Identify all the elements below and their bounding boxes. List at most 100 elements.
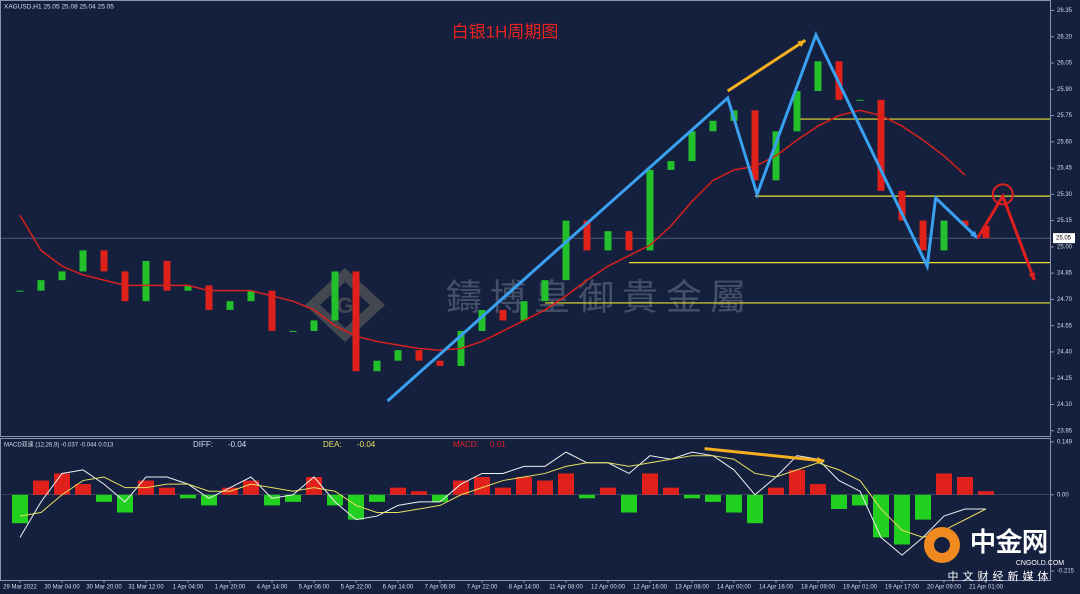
candle: [247, 290, 255, 302]
histogram-bar: [663, 487, 679, 495]
dea-value: -0.04: [357, 440, 376, 449]
diff-label: DIFF:: [193, 440, 213, 449]
arrow-head: [1028, 272, 1036, 281]
candle: [688, 131, 696, 162]
x-tick-label: 8 Apr 14:00: [509, 585, 540, 591]
candle: [541, 280, 549, 302]
candle: [646, 169, 654, 251]
diff-value: -0.04: [228, 440, 247, 449]
y-tick-label: 24.25: [1057, 376, 1073, 382]
histogram-bar: [348, 494, 364, 520]
x-tick-label: 19 Apr 01:00: [843, 585, 878, 591]
histogram-bar: [621, 494, 637, 513]
logo-name: 中金网: [970, 527, 1048, 557]
candle: [289, 330, 297, 332]
histogram-bar: [768, 487, 784, 495]
candle: [919, 220, 927, 251]
histogram-bar: [117, 494, 133, 513]
histogram-bar: [474, 477, 490, 495]
histogram-bar: [747, 494, 763, 524]
y-tick-label: 25.60: [1057, 139, 1073, 145]
chart-header: XAGUSD,H1 25.05 25.08 25.04 25.05: [4, 4, 114, 11]
candle: [856, 99, 864, 101]
candle: [625, 231, 633, 251]
histogram-bar: [96, 494, 112, 502]
main-frame: [0, 0, 1051, 437]
trend-arrow: [976, 192, 1036, 281]
histogram-bar: [306, 477, 322, 495]
candle: [100, 250, 108, 272]
trend-arrow: [704, 447, 825, 463]
x-tick-label: 12 Apr 00:00: [591, 585, 626, 591]
candle: [394, 350, 402, 361]
histogram-bar: [453, 480, 469, 495]
trend-arrow: [386, 31, 979, 403]
histogram-bar: [789, 469, 805, 495]
logo-slogan: 中文财经新媒体: [948, 569, 1053, 583]
macd-label: MACD:: [453, 440, 479, 449]
x-tick-label: 5 Apr 22:00: [341, 585, 372, 591]
macd-line: [19, 451, 986, 556]
histogram-bar: [390, 487, 406, 495]
x-tick-label: 1 Apr 04:00: [173, 585, 204, 591]
logo-site: CNGOLD.COM: [1016, 560, 1064, 567]
candle: [982, 225, 990, 239]
candle: [79, 250, 87, 272]
y-tick-label: 0.00: [1057, 492, 1069, 498]
x-tick-label: 31 Mar 12:00: [128, 585, 164, 591]
histogram-bar: [978, 491, 994, 495]
macd-line: [19, 455, 987, 538]
histogram-bar: [432, 494, 448, 502]
histogram-bar: [873, 494, 889, 538]
target-circle: [991, 183, 1014, 206]
candle: [667, 161, 675, 170]
arrow-head: [969, 230, 978, 239]
histogram-bar: [369, 494, 385, 502]
x-tick-label: 20 Apr 09:00: [927, 585, 962, 591]
dea-label: DEA:: [323, 440, 342, 449]
histogram-bar: [243, 480, 259, 495]
y-tick-label: 26.20: [1057, 34, 1073, 40]
candle: [709, 120, 717, 132]
candle: [310, 320, 318, 331]
histogram-bar: [957, 477, 973, 495]
candle: [961, 220, 969, 226]
arrow-head: [816, 456, 825, 464]
candle: [562, 220, 570, 281]
y-tick-label: 25.00: [1057, 244, 1073, 250]
histogram-bar: [600, 487, 616, 495]
histogram-bar: [33, 480, 49, 495]
candle: [604, 231, 612, 251]
x-tick-label: 7 Apr 06:00: [425, 585, 456, 591]
candle: [142, 260, 150, 302]
y-tick-label: 0.149: [1057, 439, 1073, 445]
histogram-bar: [159, 487, 175, 495]
x-tick-label: 19 Apr 17:00: [885, 585, 920, 591]
candle: [268, 290, 276, 331]
candle: [940, 220, 948, 251]
histogram-bar: [579, 494, 595, 499]
y-tick-label: 25.30: [1057, 192, 1073, 198]
y-tick-label: 26.35: [1057, 8, 1073, 14]
candle: [163, 260, 171, 291]
histogram-bar: [726, 494, 742, 513]
corner-logo: 中金网 CNGOLD.COM 中文财经新媒体: [924, 527, 1064, 583]
x-tick-label: 6 Apr 14:00: [383, 585, 414, 591]
chart-title: 白银1H周期图: [452, 22, 559, 41]
candle: [373, 360, 381, 372]
histogram-bar: [642, 473, 658, 495]
x-tick-label: 18 Apr 09:00: [801, 585, 836, 591]
x-tick-label: 11 Apr 08:00: [549, 585, 583, 591]
moving-average: [19, 109, 966, 351]
x-tick-label: 5 Apr 06:00: [299, 585, 330, 591]
candle: [205, 285, 213, 310]
x-tick-label: 1 Apr 20:00: [215, 585, 246, 591]
macd-frame: [0, 438, 1051, 581]
histogram-bar: [75, 484, 91, 495]
candle: [814, 61, 822, 92]
x-tick-label: 13 Apr 08:00: [675, 585, 710, 591]
histogram-bar: [516, 477, 532, 495]
candle: [520, 301, 528, 321]
candle: [184, 285, 192, 291]
